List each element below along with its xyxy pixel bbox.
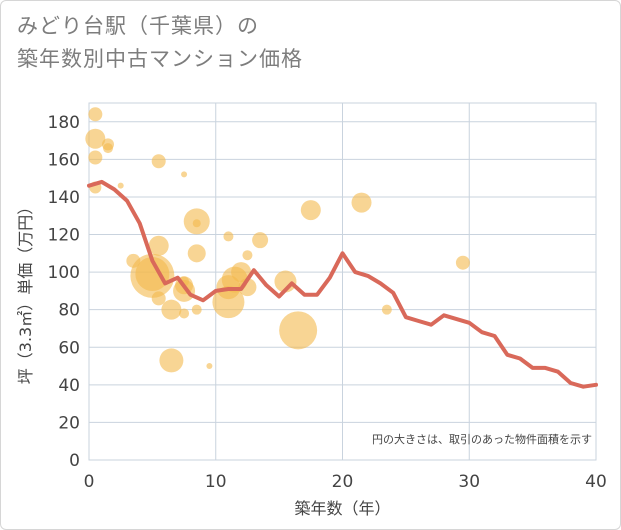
bubble-point: [279, 311, 318, 350]
bubble-point: [242, 250, 253, 261]
bubble-point: [151, 291, 166, 306]
y-tick-label: 140: [48, 188, 80, 208]
x-tick-label: 20: [332, 472, 354, 492]
bubble-point: [381, 304, 392, 315]
y-tick-label: 80: [58, 301, 80, 321]
average-price-line: [87, 179, 598, 389]
bubble-point: [117, 182, 124, 189]
x-axis-label: 築年数（年）: [294, 499, 390, 518]
bubble-point: [161, 299, 182, 320]
y-tick-label: 20: [58, 413, 80, 433]
bubble-point: [88, 107, 103, 122]
bubble-point: [231, 262, 252, 283]
x-tick-label: 30: [458, 472, 480, 492]
x-tick-label: 40: [585, 472, 607, 492]
bubble-point: [148, 235, 169, 256]
bubble-point: [351, 192, 372, 213]
y-tick-label: 100: [48, 263, 80, 283]
chart-title: みどり台駅（千葉県）の 築年数別中古マンション価格: [17, 10, 303, 76]
bubble-point: [252, 232, 269, 249]
bubble-point: [455, 255, 470, 270]
x-tick-label: 10: [205, 472, 227, 492]
chart-title-line1: みどり台駅（千葉県）の: [17, 14, 259, 38]
y-tick-label: 180: [48, 113, 80, 133]
y-tick-label: 160: [48, 150, 80, 170]
bubble-point: [103, 143, 114, 154]
average-line-layer: [87, 179, 598, 389]
y-tick-label: 60: [58, 338, 80, 358]
y-axis-label: 坪（3.3㎡）単価（万円）: [16, 199, 35, 384]
bubble-point: [179, 308, 190, 319]
bubble-point: [192, 219, 201, 228]
bubble-point: [181, 171, 188, 178]
bubble-point: [88, 150, 103, 165]
bubble-point: [187, 244, 206, 263]
bubble-point: [151, 154, 166, 169]
x-tick-labels: 0 10 20 30 40: [84, 472, 607, 492]
size-note: 円の大きさは、取引のあった物件面積を示す: [372, 432, 592, 446]
y-tick-labels: 0 20 40 60 80 100 120 140 160 180: [48, 113, 80, 471]
bubble-point: [300, 200, 321, 221]
bubble-point: [130, 253, 175, 298]
y-tick-label: 40: [58, 376, 80, 396]
bubble-point: [191, 304, 202, 315]
chart-title-line2: 築年数別中古マンション価格: [17, 47, 303, 71]
x-tick-label: 0: [84, 472, 95, 492]
y-tick-label: 120: [48, 226, 80, 246]
bubble-point: [238, 278, 257, 297]
bubble-layer: [85, 107, 470, 373]
bubble-point: [159, 348, 184, 373]
bubble-point: [223, 231, 234, 242]
y-tick-label: 0: [69, 451, 80, 471]
bubble-point: [85, 128, 106, 149]
bubble-point: [206, 363, 213, 370]
